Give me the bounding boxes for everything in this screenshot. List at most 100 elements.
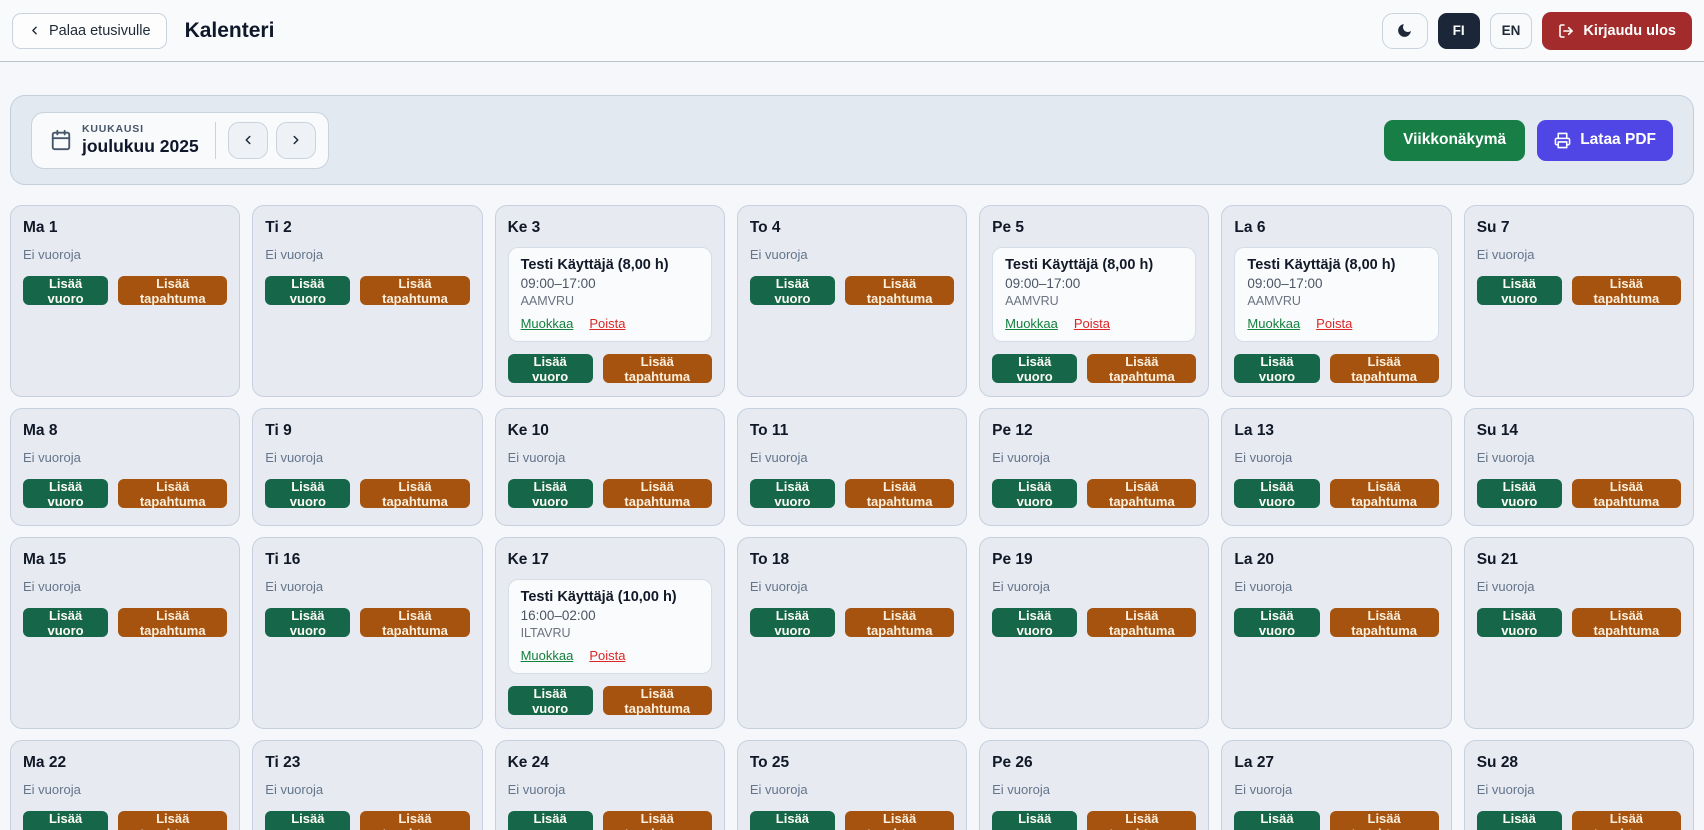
day-label: Ma 15: [23, 551, 67, 568]
previous-month-button[interactable]: [227, 121, 268, 159]
edit-shift-link[interactable]: Muokkaa: [1005, 316, 1058, 331]
add-shift-button[interactable]: Lisää vuoro: [1476, 608, 1562, 638]
language-button-fi[interactable]: FI: [1437, 12, 1480, 49]
add-event-button[interactable]: Lisää tapahtuma: [602, 686, 712, 716]
add-event-button[interactable]: Lisää tapahtuma: [1087, 354, 1197, 384]
day-cell-actions: Lisää vuoro Lisää tapahtuma: [1476, 811, 1681, 830]
download-pdf-button[interactable]: Lataa PDF: [1537, 119, 1673, 161]
add-shift-button[interactable]: Lisää vuoro: [23, 608, 109, 638]
add-event-button[interactable]: Lisää tapahtuma: [1329, 479, 1439, 509]
add-shift-button[interactable]: Lisää vuoro: [23, 479, 109, 509]
shift-card: Testi Käyttäjä (8,00 h) 09:00–17:00 AAMV…: [507, 247, 712, 342]
add-shift-button[interactable]: Lisää vuoro: [749, 608, 835, 638]
add-shift-button[interactable]: Lisää vuoro: [507, 811, 593, 830]
shift-links: Muokkaa Poista: [1247, 316, 1425, 331]
add-shift-button[interactable]: Lisää vuoro: [1476, 276, 1562, 306]
add-event-button[interactable]: Lisää tapahtuma: [118, 479, 228, 509]
shift-code: ILTAVRU: [520, 626, 571, 640]
add-event-button[interactable]: Lisää tapahtuma: [360, 479, 470, 509]
add-shift-button[interactable]: Lisää vuoro: [1234, 354, 1320, 384]
delete-shift-link[interactable]: Poista: [589, 648, 626, 663]
add-event-button[interactable]: Lisää tapahtuma: [118, 276, 228, 306]
add-event-button[interactable]: Lisää tapahtuma: [1087, 479, 1197, 509]
add-shift-button[interactable]: Lisää vuoro: [265, 479, 351, 509]
add-shift-button[interactable]: Lisää vuoro: [1234, 811, 1320, 830]
day-label: Ti 23: [265, 754, 301, 771]
add-event-button[interactable]: Lisää tapahtuma: [1571, 479, 1681, 509]
add-event-button[interactable]: Lisää tapahtuma: [844, 811, 955, 830]
delete-shift-link[interactable]: Poista: [1316, 316, 1353, 331]
day-cell-actions: Lisää vuoro Lisää tapahtuma: [23, 608, 228, 638]
add-shift-button[interactable]: Lisää vuoro: [1476, 811, 1562, 830]
header-right: FI EN Kirjaudu ulos: [1381, 11, 1692, 50]
add-shift-button[interactable]: Lisää vuoro: [992, 479, 1078, 509]
shift-name: Testi Käyttäjä (8,00 h): [1247, 257, 1396, 273]
add-shift-button[interactable]: Lisää vuoro: [23, 276, 109, 306]
week-view-button[interactable]: Viikkonäkymä: [1384, 119, 1526, 161]
shift-time: 09:00–17:00: [1005, 276, 1081, 291]
add-shift-button[interactable]: Lisää vuoro: [1234, 608, 1320, 638]
add-shift-button[interactable]: Lisää vuoro: [265, 811, 351, 830]
add-shift-button[interactable]: Lisää vuoro: [992, 608, 1078, 638]
add-shift-button[interactable]: Lisää vuoro: [992, 354, 1078, 384]
calendar-grid: Ma 1 Ei vuoroja Lisää vuoro Lisää tapaht…: [10, 205, 1694, 830]
edit-shift-link[interactable]: Muokkaa: [520, 316, 574, 331]
add-event-button[interactable]: Lisää tapahtuma: [1329, 608, 1439, 638]
day-label: Ke 24: [507, 754, 549, 771]
add-event-button[interactable]: Lisää tapahtuma: [1571, 276, 1681, 306]
add-shift-button[interactable]: Lisää vuoro: [507, 354, 593, 384]
day-label: Pe 19: [992, 551, 1033, 568]
add-shift-button[interactable]: Lisää vuoro: [749, 276, 835, 306]
day-cell-actions: Lisää vuoro Lisää tapahtuma: [265, 276, 470, 306]
add-event-button[interactable]: Lisää tapahtuma: [844, 608, 955, 638]
add-event-button[interactable]: Lisää tapahtuma: [844, 276, 955, 306]
add-event-button[interactable]: Lisää tapahtuma: [602, 354, 712, 384]
add-event-button[interactable]: Lisää tapahtuma: [602, 479, 712, 509]
add-shift-button[interactable]: Lisää vuoro: [749, 479, 835, 509]
delete-shift-link[interactable]: Poista: [589, 316, 626, 331]
add-event-button[interactable]: Lisää tapahtuma: [844, 479, 955, 509]
day-cell-actions: Lisää vuoro Lisää tapahtuma: [1476, 608, 1681, 638]
edit-shift-link[interactable]: Muokkaa: [520, 648, 574, 663]
no-shifts-text: Ei vuoroja: [507, 450, 566, 465]
shift-code: AAMVRU: [520, 294, 575, 308]
add-event-button[interactable]: Lisää tapahtuma: [360, 608, 470, 638]
add-shift-button[interactable]: Lisää vuoro: [265, 608, 351, 638]
delete-shift-link[interactable]: Poista: [1073, 316, 1111, 331]
day-cell: Ma 8 Ei vuoroja Lisää vuoro Lisää tapaht…: [10, 408, 241, 526]
add-event-button[interactable]: Lisää tapahtuma: [1571, 608, 1681, 638]
day-label: Ti 9: [265, 422, 292, 439]
back-to-home-button[interactable]: Palaa etusivulle: [12, 12, 167, 49]
logout-button[interactable]: Kirjaudu ulos: [1542, 11, 1692, 50]
calendar-toolbar: KUUKAUSI joulukuu 2025 Viikkonäkymä Lata…: [10, 95, 1694, 185]
add-event-button[interactable]: Lisää tapahtuma: [360, 276, 470, 306]
shift-name: Testi Käyttäjä (10,00 h): [520, 589, 677, 605]
add-shift-button[interactable]: Lisää vuoro: [507, 686, 593, 716]
day-cell-actions: Lisää vuoro Lisää tapahtuma: [992, 479, 1197, 509]
add-event-button[interactable]: Lisää tapahtuma: [1329, 354, 1439, 384]
no-shifts-text: Ei vuoroja: [749, 247, 808, 262]
add-event-button[interactable]: Lisää tapahtuma: [1329, 811, 1439, 830]
add-event-button[interactable]: Lisää tapahtuma: [602, 811, 712, 830]
day-cell: Pe 26 Ei vuoroja Lisää vuoro Lisää tapah…: [979, 740, 1210, 830]
day-label: Pe 12: [992, 422, 1033, 439]
add-shift-button[interactable]: Lisää vuoro: [749, 811, 835, 830]
add-event-button[interactable]: Lisää tapahtuma: [1087, 811, 1197, 830]
theme-toggle-button[interactable]: [1381, 12, 1428, 49]
add-shift-button[interactable]: Lisää vuoro: [1234, 479, 1320, 509]
add-event-button[interactable]: Lisää tapahtuma: [360, 811, 470, 830]
language-button-en[interactable]: EN: [1489, 12, 1533, 49]
add-shift-button[interactable]: Lisää vuoro: [265, 276, 351, 306]
add-shift-button[interactable]: Lisää vuoro: [992, 811, 1078, 830]
add-event-button[interactable]: Lisää tapahtuma: [1087, 608, 1197, 638]
edit-shift-link[interactable]: Muokkaa: [1247, 316, 1301, 331]
shift-code: AAMVRU: [1247, 294, 1301, 308]
add-shift-button[interactable]: Lisää vuoro: [23, 811, 109, 830]
next-month-button[interactable]: [275, 121, 316, 159]
add-event-button[interactable]: Lisää tapahtuma: [1571, 811, 1681, 830]
add-event-button[interactable]: Lisää tapahtuma: [118, 811, 228, 830]
add-event-button[interactable]: Lisää tapahtuma: [118, 608, 228, 638]
day-label: Ma 8: [23, 422, 58, 439]
add-shift-button[interactable]: Lisää vuoro: [1476, 479, 1562, 509]
add-shift-button[interactable]: Lisää vuoro: [507, 479, 593, 509]
